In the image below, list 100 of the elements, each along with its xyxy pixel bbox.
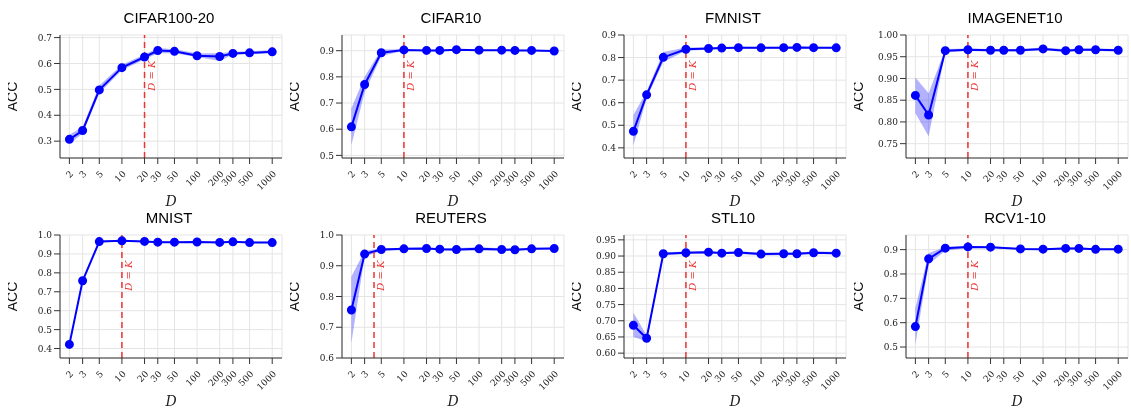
x-tick-label: 2 [628, 368, 640, 380]
x-tick-label: 50 [1011, 368, 1027, 385]
x-tick-label: 500 [518, 168, 538, 189]
x-tick-label: 100 [465, 368, 486, 389]
x-tick-label: 2 [346, 368, 358, 380]
chart-title: MNIST [144, 208, 194, 228]
x-tick-label: 5 [940, 368, 952, 380]
x-tick-label: 3 [77, 368, 89, 380]
x-tick-label: 10 [112, 368, 129, 385]
y-tick-label: 0.7 [37, 286, 53, 297]
ref-line-label: D = K [404, 59, 416, 92]
x-tick-label: 100 [1029, 168, 1050, 189]
x-axis-title: D [446, 393, 459, 409]
x-tick-label: 500 [800, 168, 820, 189]
x-tick-label: 30 [712, 168, 728, 185]
x-tick-label: 5 [658, 168, 670, 180]
x-tick-label: 10 [958, 368, 975, 385]
y-tick-label: 0.70 [595, 315, 617, 326]
y-axis-title: ACC [285, 281, 302, 312]
y-tick-label: 0.5 [319, 150, 335, 161]
x-tick-label: 20 [699, 368, 715, 385]
x-tick-label: 5 [376, 168, 388, 180]
x-tick-label: 2 [910, 368, 922, 380]
x-tick-label: 20 [981, 368, 997, 385]
y-tick-label: 0.65 [595, 332, 617, 343]
x-tick-label: 5 [94, 368, 106, 380]
y-tick-label: 0.60 [595, 348, 617, 359]
x-tick-label: 100 [747, 168, 768, 189]
x-tick-label: 10 [394, 168, 411, 185]
x-tick-label: 100 [1029, 368, 1050, 389]
y-tick-label: 0.6 [319, 124, 335, 135]
x-tick-label: 500 [1082, 368, 1102, 389]
y-tick-label: 0.5 [601, 120, 617, 131]
y-tick-label: 0.9 [601, 30, 617, 41]
x-tick-label: 5 [658, 368, 670, 380]
x-tick-label: 2 [64, 168, 76, 180]
y-tick-label: 0.9 [883, 244, 899, 255]
x-tick-label: 30 [994, 168, 1010, 185]
x-axis-title: D [164, 393, 177, 409]
y-tick-label: 0.6 [601, 97, 617, 108]
x-tick-label: 100 [183, 168, 204, 189]
x-tick-label: 30 [148, 368, 164, 385]
x-tick-label: 3 [923, 168, 935, 180]
x-tick-label: 30 [430, 168, 446, 185]
y-tick-label: 0.80 [877, 117, 899, 128]
chart-title: CIFAR100-20 [122, 8, 216, 28]
chart-title: REUTERS [414, 208, 488, 228]
x-tick-label: 20 [699, 168, 715, 185]
x-axis-title: D [728, 193, 741, 209]
x-tick-label: 30 [712, 368, 728, 385]
x-axis-title: D [728, 393, 741, 409]
ref-line-label: D = K [686, 59, 698, 92]
y-tick-label: 0.95 [595, 235, 617, 246]
x-tick-label: 100 [183, 368, 204, 389]
x-tick-label: 3 [923, 368, 935, 380]
y-tick-label: 0.9 [37, 249, 53, 260]
y-tick-label: 0.85 [877, 95, 899, 106]
y-tick-label: 0.9 [319, 45, 335, 56]
x-tick-label: 5 [376, 368, 388, 380]
x-tick-label: 30 [148, 168, 164, 185]
x-tick-label: 50 [447, 368, 463, 385]
y-tick-label: 0.7 [883, 293, 899, 304]
y-tick-label: 0.75 [877, 138, 899, 149]
x-tick-label: 3 [359, 368, 371, 380]
x-tick-label: 3 [641, 168, 653, 180]
x-tick-label: 20 [135, 168, 151, 185]
x-axis-title: D [1010, 393, 1023, 409]
x-tick-label: 2 [346, 168, 358, 180]
x-tick-label: 100 [465, 168, 486, 189]
y-tick-label: 0.4 [601, 143, 617, 154]
y-tick-label: 0.6 [37, 58, 53, 69]
y-tick-label: 0.7 [601, 75, 617, 86]
x-tick-label: 10 [394, 368, 411, 385]
y-tick-label: 0.3 [37, 136, 53, 147]
y-tick-label: 0.7 [319, 98, 335, 109]
y-tick-label: 0.8 [883, 269, 899, 280]
y-tick-label: 0.95 [877, 51, 899, 62]
y-tick-label: 0.6 [883, 317, 899, 328]
y-tick-label: 0.8 [601, 52, 617, 63]
x-axis-title: D [1010, 193, 1023, 209]
y-tick-label: 0.4 [37, 343, 53, 354]
y-tick-label: 0.4 [37, 110, 53, 121]
y-tick-label: 0.90 [877, 73, 899, 84]
x-tick-label: 500 [236, 368, 256, 389]
x-tick-label: 2 [910, 168, 922, 180]
x-tick-label: 20 [981, 168, 997, 185]
y-tick-label: 0.5 [37, 324, 53, 335]
x-tick-label: 10 [112, 168, 129, 185]
y-axis-title: ACC [567, 281, 584, 312]
y-tick-label: 0.75 [595, 299, 617, 310]
x-tick-label: 3 [77, 168, 89, 180]
x-tick-label: 20 [135, 368, 151, 385]
x-tick-label: 50 [447, 168, 463, 185]
x-tick-label: 50 [729, 368, 745, 385]
x-tick-label: 50 [729, 168, 745, 185]
y-tick-label: 0.8 [37, 268, 53, 279]
x-tick-label: 30 [430, 368, 446, 385]
x-tick-label: 500 [236, 168, 256, 189]
x-tick-label: 2 [64, 368, 76, 380]
ref-line-label: D = K [122, 259, 134, 292]
